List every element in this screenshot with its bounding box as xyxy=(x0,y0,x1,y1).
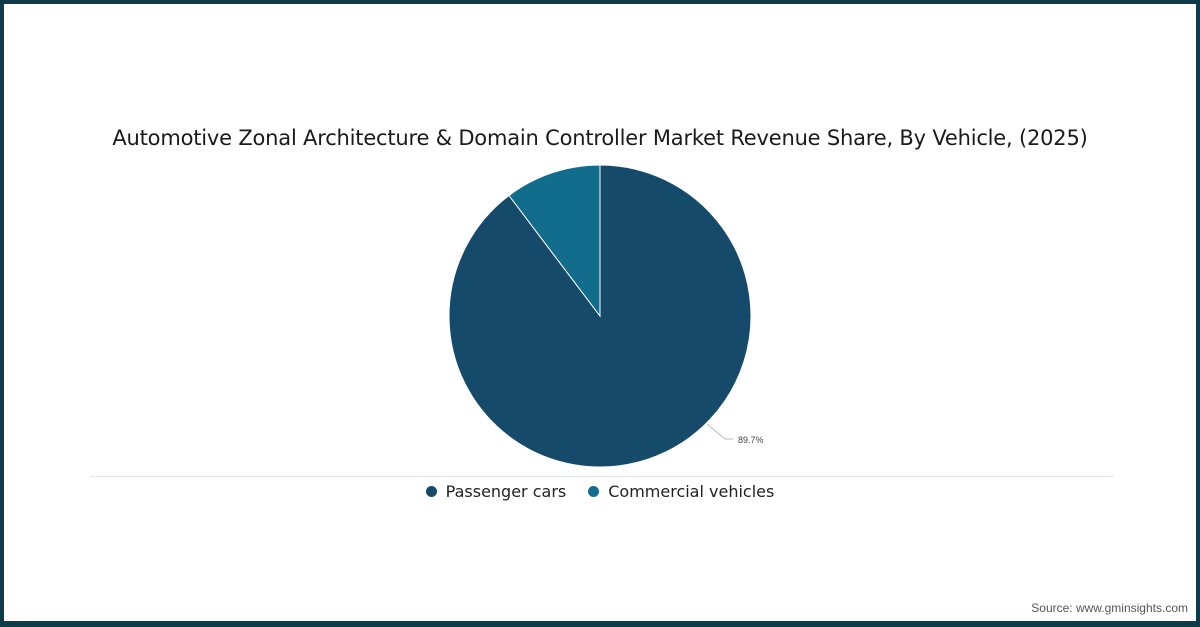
pie-chart: 89.7% xyxy=(448,164,764,468)
legend: Passenger cars Commercial vehicles xyxy=(4,482,1196,501)
pie-slice-commercial-vehicles[interactable] xyxy=(508,164,601,318)
legend-item-commercial-vehicles[interactable]: Commercial vehicles xyxy=(588,482,774,501)
legend-label: Commercial vehicles xyxy=(608,482,775,501)
slice-label-passenger-cars: 89.7% xyxy=(738,435,764,445)
legend-divider xyxy=(90,476,1114,477)
legend-label: Passenger cars xyxy=(445,482,567,501)
legend-item-passenger-cars[interactable]: Passenger cars xyxy=(425,482,567,501)
source-credit: Source: www.gminsights.com xyxy=(1031,601,1188,615)
legend-dot-icon xyxy=(425,486,437,497)
chart-title: Automotive Zonal Architecture & Domain C… xyxy=(112,126,1088,150)
label-leader-line xyxy=(706,423,733,440)
legend-dot-icon xyxy=(588,486,600,497)
